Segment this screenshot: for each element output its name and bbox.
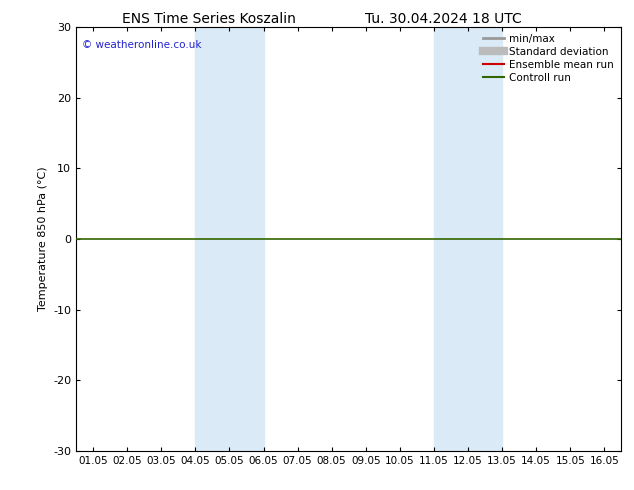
Bar [434, 27, 502, 451]
Bar [195, 27, 264, 451]
Y-axis label: Temperature 850 hPa (°C): Temperature 850 hPa (°C) [37, 167, 48, 311]
Text: © weatheronline.co.uk: © weatheronline.co.uk [82, 40, 201, 49]
Text: ENS Time Series Koszalin: ENS Time Series Koszalin [122, 12, 296, 26]
Text: Tu. 30.04.2024 18 UTC: Tu. 30.04.2024 18 UTC [365, 12, 522, 26]
Legend: min/max, Standard deviation, Ensemble mean run, Controll run: min/max, Standard deviation, Ensemble me… [481, 32, 616, 85]
